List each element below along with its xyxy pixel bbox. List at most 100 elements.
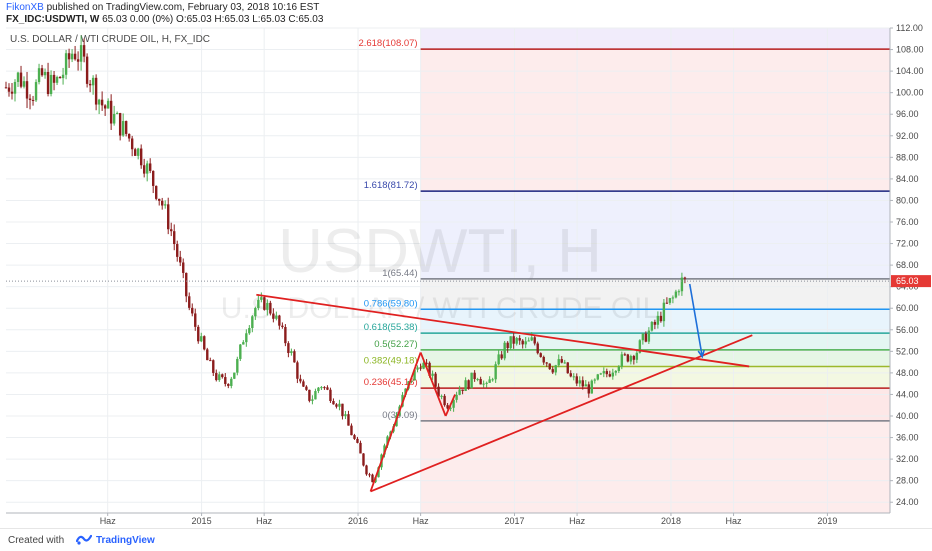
fib-label: 1.618(81.72) (364, 180, 418, 191)
candle-body (115, 113, 119, 115)
candle-body (203, 336, 206, 350)
tradingview-logo-icon (76, 534, 92, 545)
candle-body (4, 87, 8, 89)
candle-body (683, 277, 687, 279)
price-tick-label: 48.00 (896, 368, 919, 378)
fib-label: 0.236(45.18) (364, 377, 418, 388)
candle-body (560, 359, 563, 363)
candle-body (209, 360, 212, 362)
candle-body (254, 308, 257, 317)
candle-body (482, 383, 485, 385)
fib-zone (420, 333, 890, 350)
candle-body (548, 363, 551, 370)
candle-body (91, 77, 95, 86)
candle-body (13, 81, 17, 94)
candle-body (40, 68, 44, 76)
candle-body (19, 72, 23, 87)
candle-body (55, 76, 59, 83)
candle-body (97, 99, 101, 105)
candle-body (182, 262, 185, 273)
price-tick-label: 52.00 (896, 346, 919, 356)
candle-body (530, 337, 533, 341)
candle-body (554, 365, 557, 373)
candle-body (227, 383, 230, 386)
candle-body (476, 378, 479, 380)
candle-body (176, 244, 179, 257)
candle-body (590, 380, 593, 394)
candle-body (94, 77, 98, 105)
candle-body (500, 354, 503, 359)
candle-body (161, 200, 164, 206)
candle-body (185, 272, 188, 297)
time-tick-label: 2016 (348, 516, 368, 526)
fib-label: 0.382(49.18) (364, 356, 418, 367)
candle-body (61, 74, 65, 79)
candle-body (527, 340, 530, 342)
candle-body (362, 453, 365, 466)
candle-body (34, 82, 38, 101)
candle-body (308, 389, 311, 401)
time-tick-label: Haz (256, 516, 273, 526)
candle-body (563, 362, 566, 364)
price-tick-label: 104.00 (896, 66, 924, 76)
candle-body (353, 435, 356, 439)
fib-zone (420, 49, 890, 192)
candle-body (422, 362, 425, 369)
time-axis[interactable]: Haz 2015 Haz 2016 Haz 2017 Haz 2018 Haz 2019 (0, 512, 932, 528)
tradingview-brand[interactable]: TradingView (96, 535, 155, 546)
candle-body (112, 113, 116, 124)
candle-body (419, 367, 422, 369)
author-link[interactable]: FikonXB (6, 2, 44, 13)
price-tick-label: 88.00 (896, 152, 919, 162)
candle-body (284, 327, 287, 344)
candle-body (524, 341, 527, 345)
price-tick-label: 72.00 (896, 239, 919, 249)
candle-body (464, 380, 467, 391)
fib-zone (420, 366, 890, 389)
candle-body (665, 302, 669, 304)
candle-body (557, 359, 560, 366)
candle-body (545, 362, 548, 364)
trendlines[interactable] (6, 280, 890, 493)
price-tick-label: 96.00 (896, 109, 919, 119)
candle-body (188, 296, 191, 308)
candle-body (443, 395, 446, 406)
candle-body (103, 105, 107, 109)
price-tick-label: 56.00 (896, 325, 919, 335)
candle-body (212, 360, 215, 373)
fib-label: 0.786(59.80) (364, 298, 418, 309)
fib-zone (420, 388, 890, 421)
candle-body (635, 352, 639, 360)
candle-body (302, 381, 305, 387)
price-tick-label: 80.00 (896, 195, 919, 205)
candle-body (7, 87, 11, 92)
candle-body (118, 113, 122, 136)
candle-body (164, 204, 167, 206)
price-tick-label: 32.00 (896, 454, 919, 464)
candle-body (142, 165, 146, 174)
symbol-label: FX_IDC:USDWTI, W (6, 14, 100, 25)
candle-body (620, 354, 624, 367)
candle-body (215, 372, 218, 381)
candle-body (82, 45, 86, 57)
price-chart[interactable]: USDWTI, H U.S. DOLLAR / WTI CRUDE OIL U.… (0, 0, 932, 528)
candle-body (206, 349, 209, 361)
candle-body (338, 403, 341, 407)
candle-body (281, 325, 284, 328)
price-tick-label: 112.00 (896, 23, 923, 33)
candle-body (473, 372, 476, 380)
candle-body (356, 438, 359, 443)
price-tick-label: 36.00 (896, 433, 919, 443)
candle-body (647, 330, 651, 342)
candle-body (287, 343, 290, 354)
candle-body (431, 373, 434, 376)
candle-body (158, 198, 161, 201)
candle-body (653, 321, 657, 325)
candle-body (251, 316, 254, 329)
candle-body (539, 353, 542, 357)
price-axis[interactable]: 24.00 28.00 32.00 36.00 40.00 44.00 48.00 52.00… (889, 23, 932, 513)
candle-body (437, 386, 440, 397)
time-tick-label: Haz (413, 516, 430, 526)
candle-body (632, 356, 636, 360)
candle-body (497, 354, 500, 365)
